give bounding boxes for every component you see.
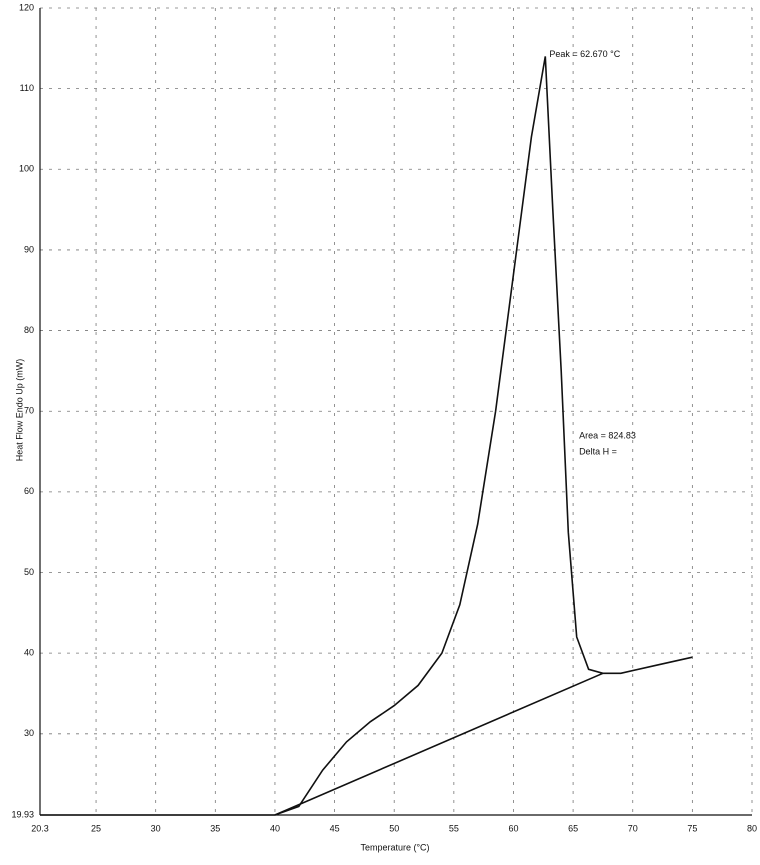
data-line	[275, 673, 603, 815]
annotation: Area = 824.83	[579, 430, 636, 440]
y-tick-label: 70	[24, 406, 34, 416]
y-tick-label: 100	[19, 164, 34, 174]
x-tick-label: 35	[210, 823, 220, 833]
annotation: Peak = 62.670 °C	[549, 49, 620, 59]
x-tick-label: 40	[270, 823, 280, 833]
x-tick-label: 25	[91, 823, 101, 833]
x-tick-label: 75	[687, 823, 697, 833]
x-axis-label: Temperature (°C)	[360, 842, 429, 852]
y-tick-label: 90	[24, 244, 34, 254]
x-tick-label: 30	[151, 823, 161, 833]
chart: Heat Flow Endo Up (mW) Temperature (°C) …	[0, 0, 760, 860]
annotation: Delta H =	[579, 446, 617, 456]
x-tick-label: 45	[330, 823, 340, 833]
y-tick-label: 19.93	[11, 809, 34, 819]
x-tick-label: 70	[628, 823, 638, 833]
x-tick-label: 80	[747, 823, 757, 833]
x-tick-label: 50	[389, 823, 399, 833]
y-tick-label: 110	[20, 83, 34, 93]
y-tick-label: 60	[24, 486, 34, 496]
y-tick-label: 50	[24, 567, 34, 577]
y-tick-label: 30	[24, 728, 34, 738]
x-tick-label: 55	[449, 823, 459, 833]
y-axis-label: Heat Flow Endo Up (mW)	[14, 359, 24, 462]
x-tick-label: 65	[568, 823, 578, 833]
x-tick-label: 60	[508, 823, 518, 833]
y-tick-label: 40	[24, 648, 34, 658]
y-tick-label: 80	[24, 325, 34, 335]
y-tick-label: 120	[19, 2, 34, 12]
x-tick-label: 20.3	[31, 823, 49, 833]
